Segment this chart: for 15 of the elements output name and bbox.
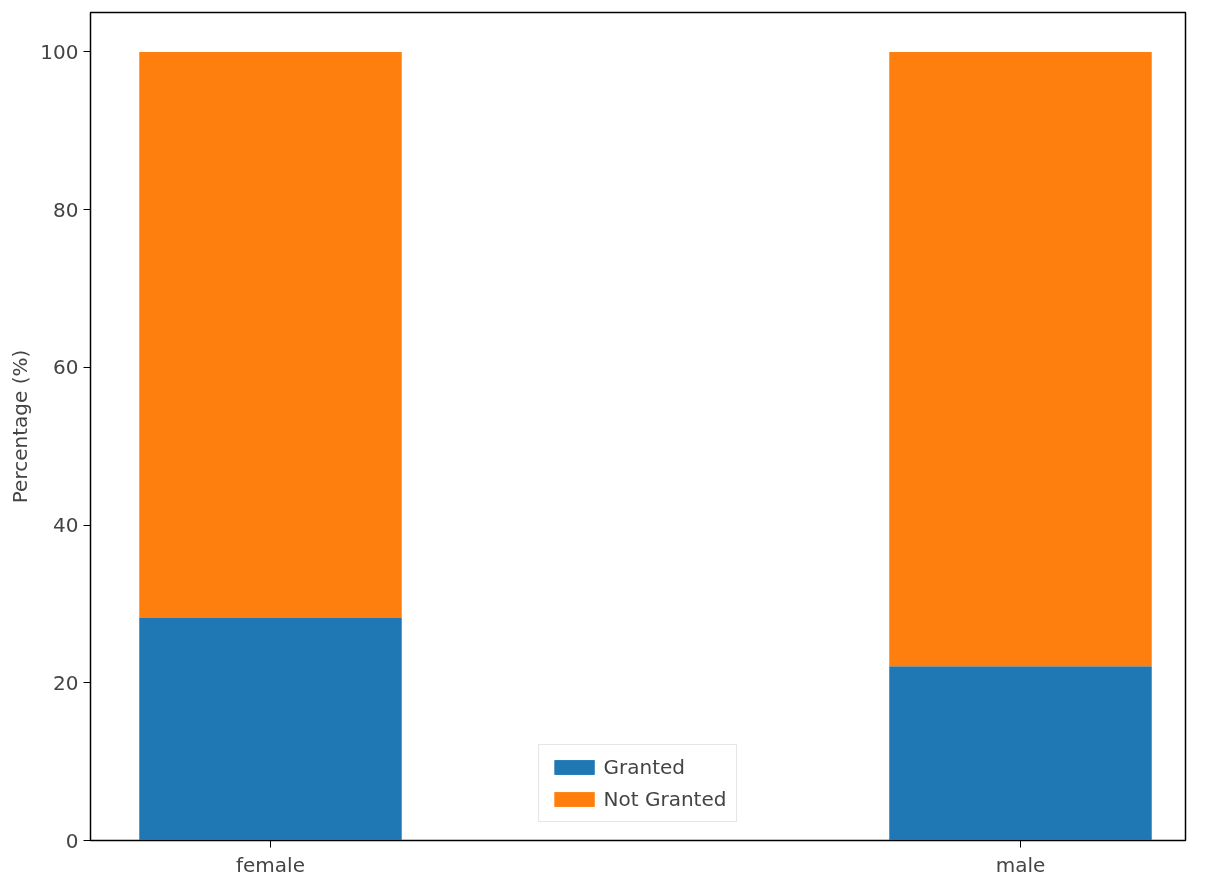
y-tick-label: 0 [65, 828, 79, 853]
x-tick-label: male [995, 852, 1046, 877]
legend-label: Granted [603, 755, 686, 779]
y-axis-title: Percentage (%) [8, 349, 33, 504]
y-tick-label: 100 [40, 39, 79, 64]
bar [889, 51, 1152, 667]
legend-label: Not Granted [603, 787, 727, 811]
y-tick-label: 60 [53, 355, 79, 380]
y-tick-label: 20 [53, 670, 79, 695]
bar [889, 666, 1152, 841]
x-tick-label: female [236, 852, 305, 877]
bar [139, 51, 402, 619]
bar [139, 618, 402, 841]
y-tick-label: 40 [53, 513, 79, 538]
y-tick-label: 80 [53, 197, 79, 222]
